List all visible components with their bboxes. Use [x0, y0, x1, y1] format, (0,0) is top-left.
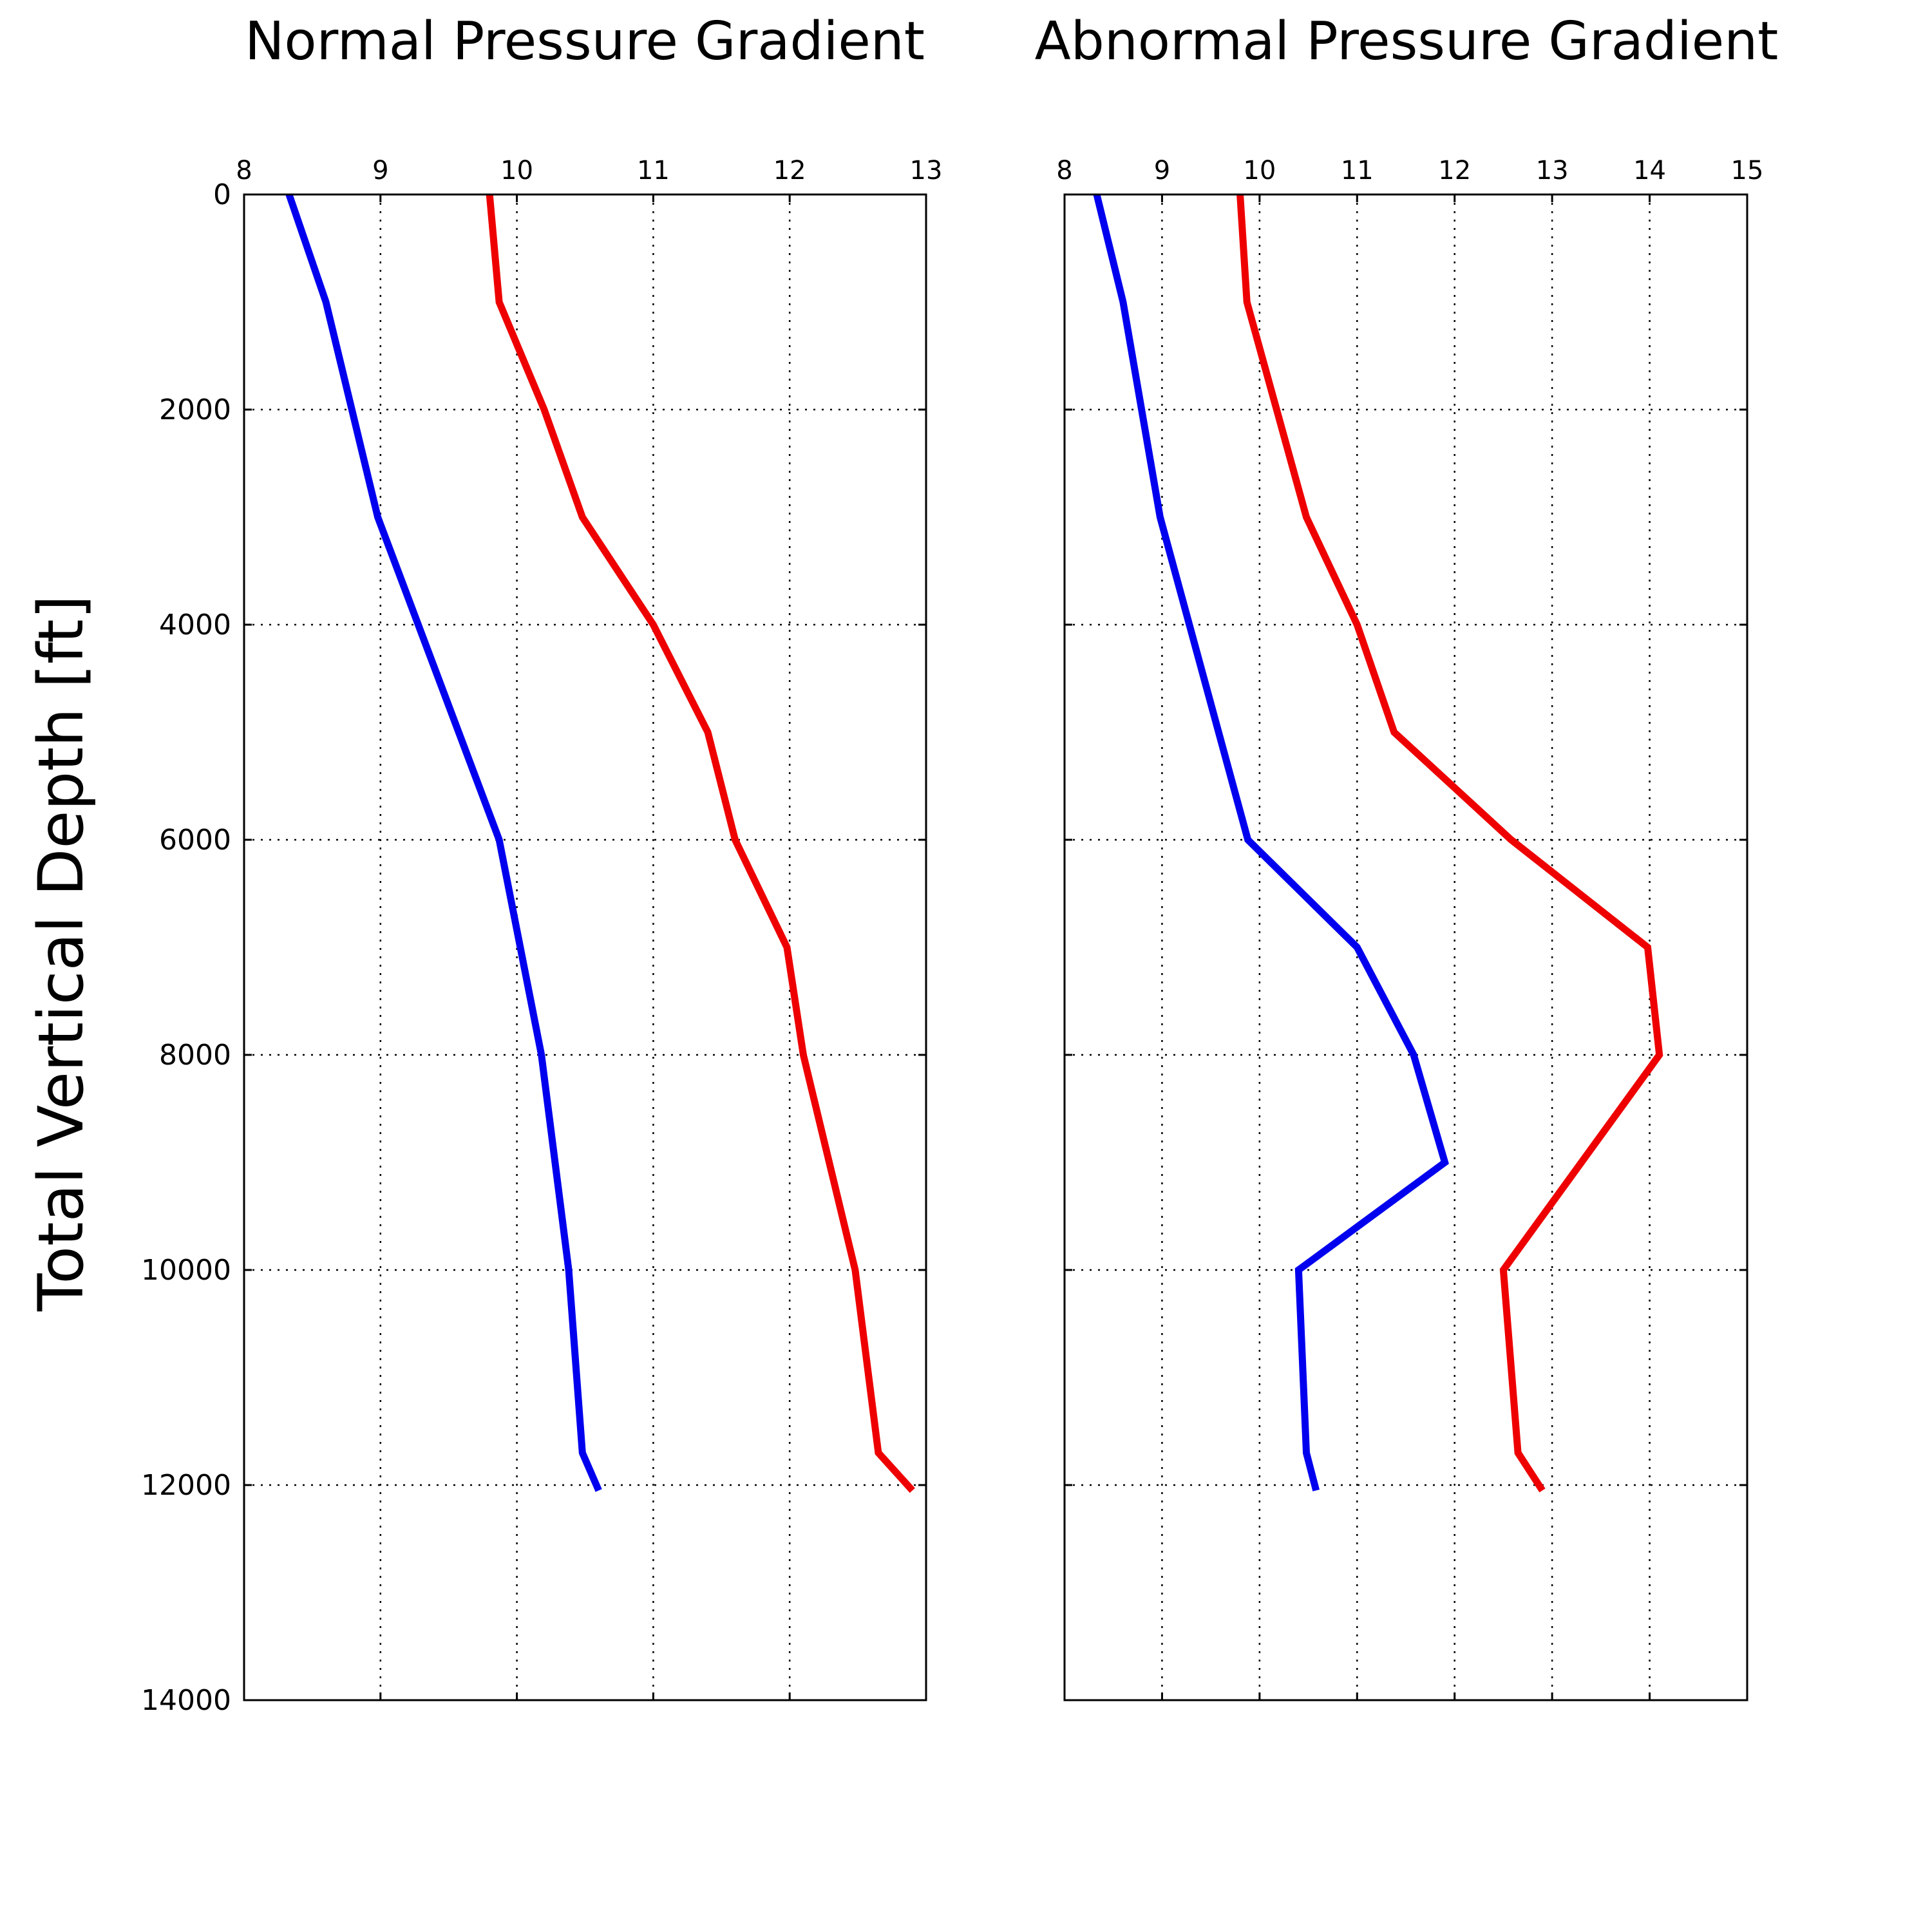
y-tick-label: 10000: [141, 1254, 231, 1287]
y-tick-label: 2000: [159, 393, 231, 426]
x-tick-label: 10: [500, 156, 533, 185]
series-group: [1093, 193, 1663, 1493]
y-tick-label: 8000: [159, 1039, 231, 1072]
y-tick-label: 0: [213, 178, 231, 211]
y-axis-label: Total Vertical Depth [ft]: [25, 595, 97, 1312]
x-tick-label: 10: [1243, 156, 1276, 185]
y-tick-label: 12000: [141, 1469, 231, 1502]
x-tick-label: 8: [1056, 156, 1072, 185]
y-tick-label: 14000: [141, 1684, 231, 1717]
x-tick-label: 9: [1154, 156, 1170, 185]
blue-series-line: [1093, 193, 1449, 1492]
x-tick-label: 15: [1731, 156, 1764, 185]
panel-title-normal: Normal Pressure Gradient: [245, 11, 925, 72]
x-tick-label: 9: [372, 156, 388, 185]
grid-lines: [244, 194, 926, 1700]
x-tick-label: 12: [1438, 156, 1471, 185]
panel-abnormal-pressure-gradient: Abnormal Pressure Gradient 8 9 10 11 12 13 14 1…: [1035, 11, 1779, 1701]
x-tick-label: 14: [1633, 156, 1666, 185]
x-tick-label: 11: [1341, 156, 1374, 185]
red-series-line: [1236, 194, 1663, 1493]
x-tick-label: 11: [637, 156, 670, 185]
x-tick-label: 8: [236, 156, 252, 185]
red-series-line: [486, 194, 915, 1493]
x-tick-label: 12: [773, 156, 806, 185]
plot-frame: [243, 193, 927, 1701]
y-tick-label: 6000: [159, 824, 231, 857]
x-tick-label: 13: [910, 156, 943, 185]
series-group: [285, 193, 915, 1493]
panel-normal-pressure-gradient: Normal Pressure Gradient 8 9 10 11 12 13 0 2000…: [141, 11, 942, 1717]
panel-title-abnormal: Abnormal Pressure Gradient: [1035, 11, 1779, 72]
y-tick-label: 4000: [159, 609, 231, 641]
blue-series-line: [285, 193, 602, 1492]
plot-frame: [1063, 193, 1748, 1701]
x-tick-label: 13: [1536, 156, 1569, 185]
tick-marks: [243, 193, 927, 1701]
tick-labels: 8 9 10 11 12 13 14 15: [1056, 156, 1763, 185]
tick-labels: 8 9 10 11 12 13 0 2000 4000 6000 8000 10000 12000 140…: [141, 156, 942, 1717]
